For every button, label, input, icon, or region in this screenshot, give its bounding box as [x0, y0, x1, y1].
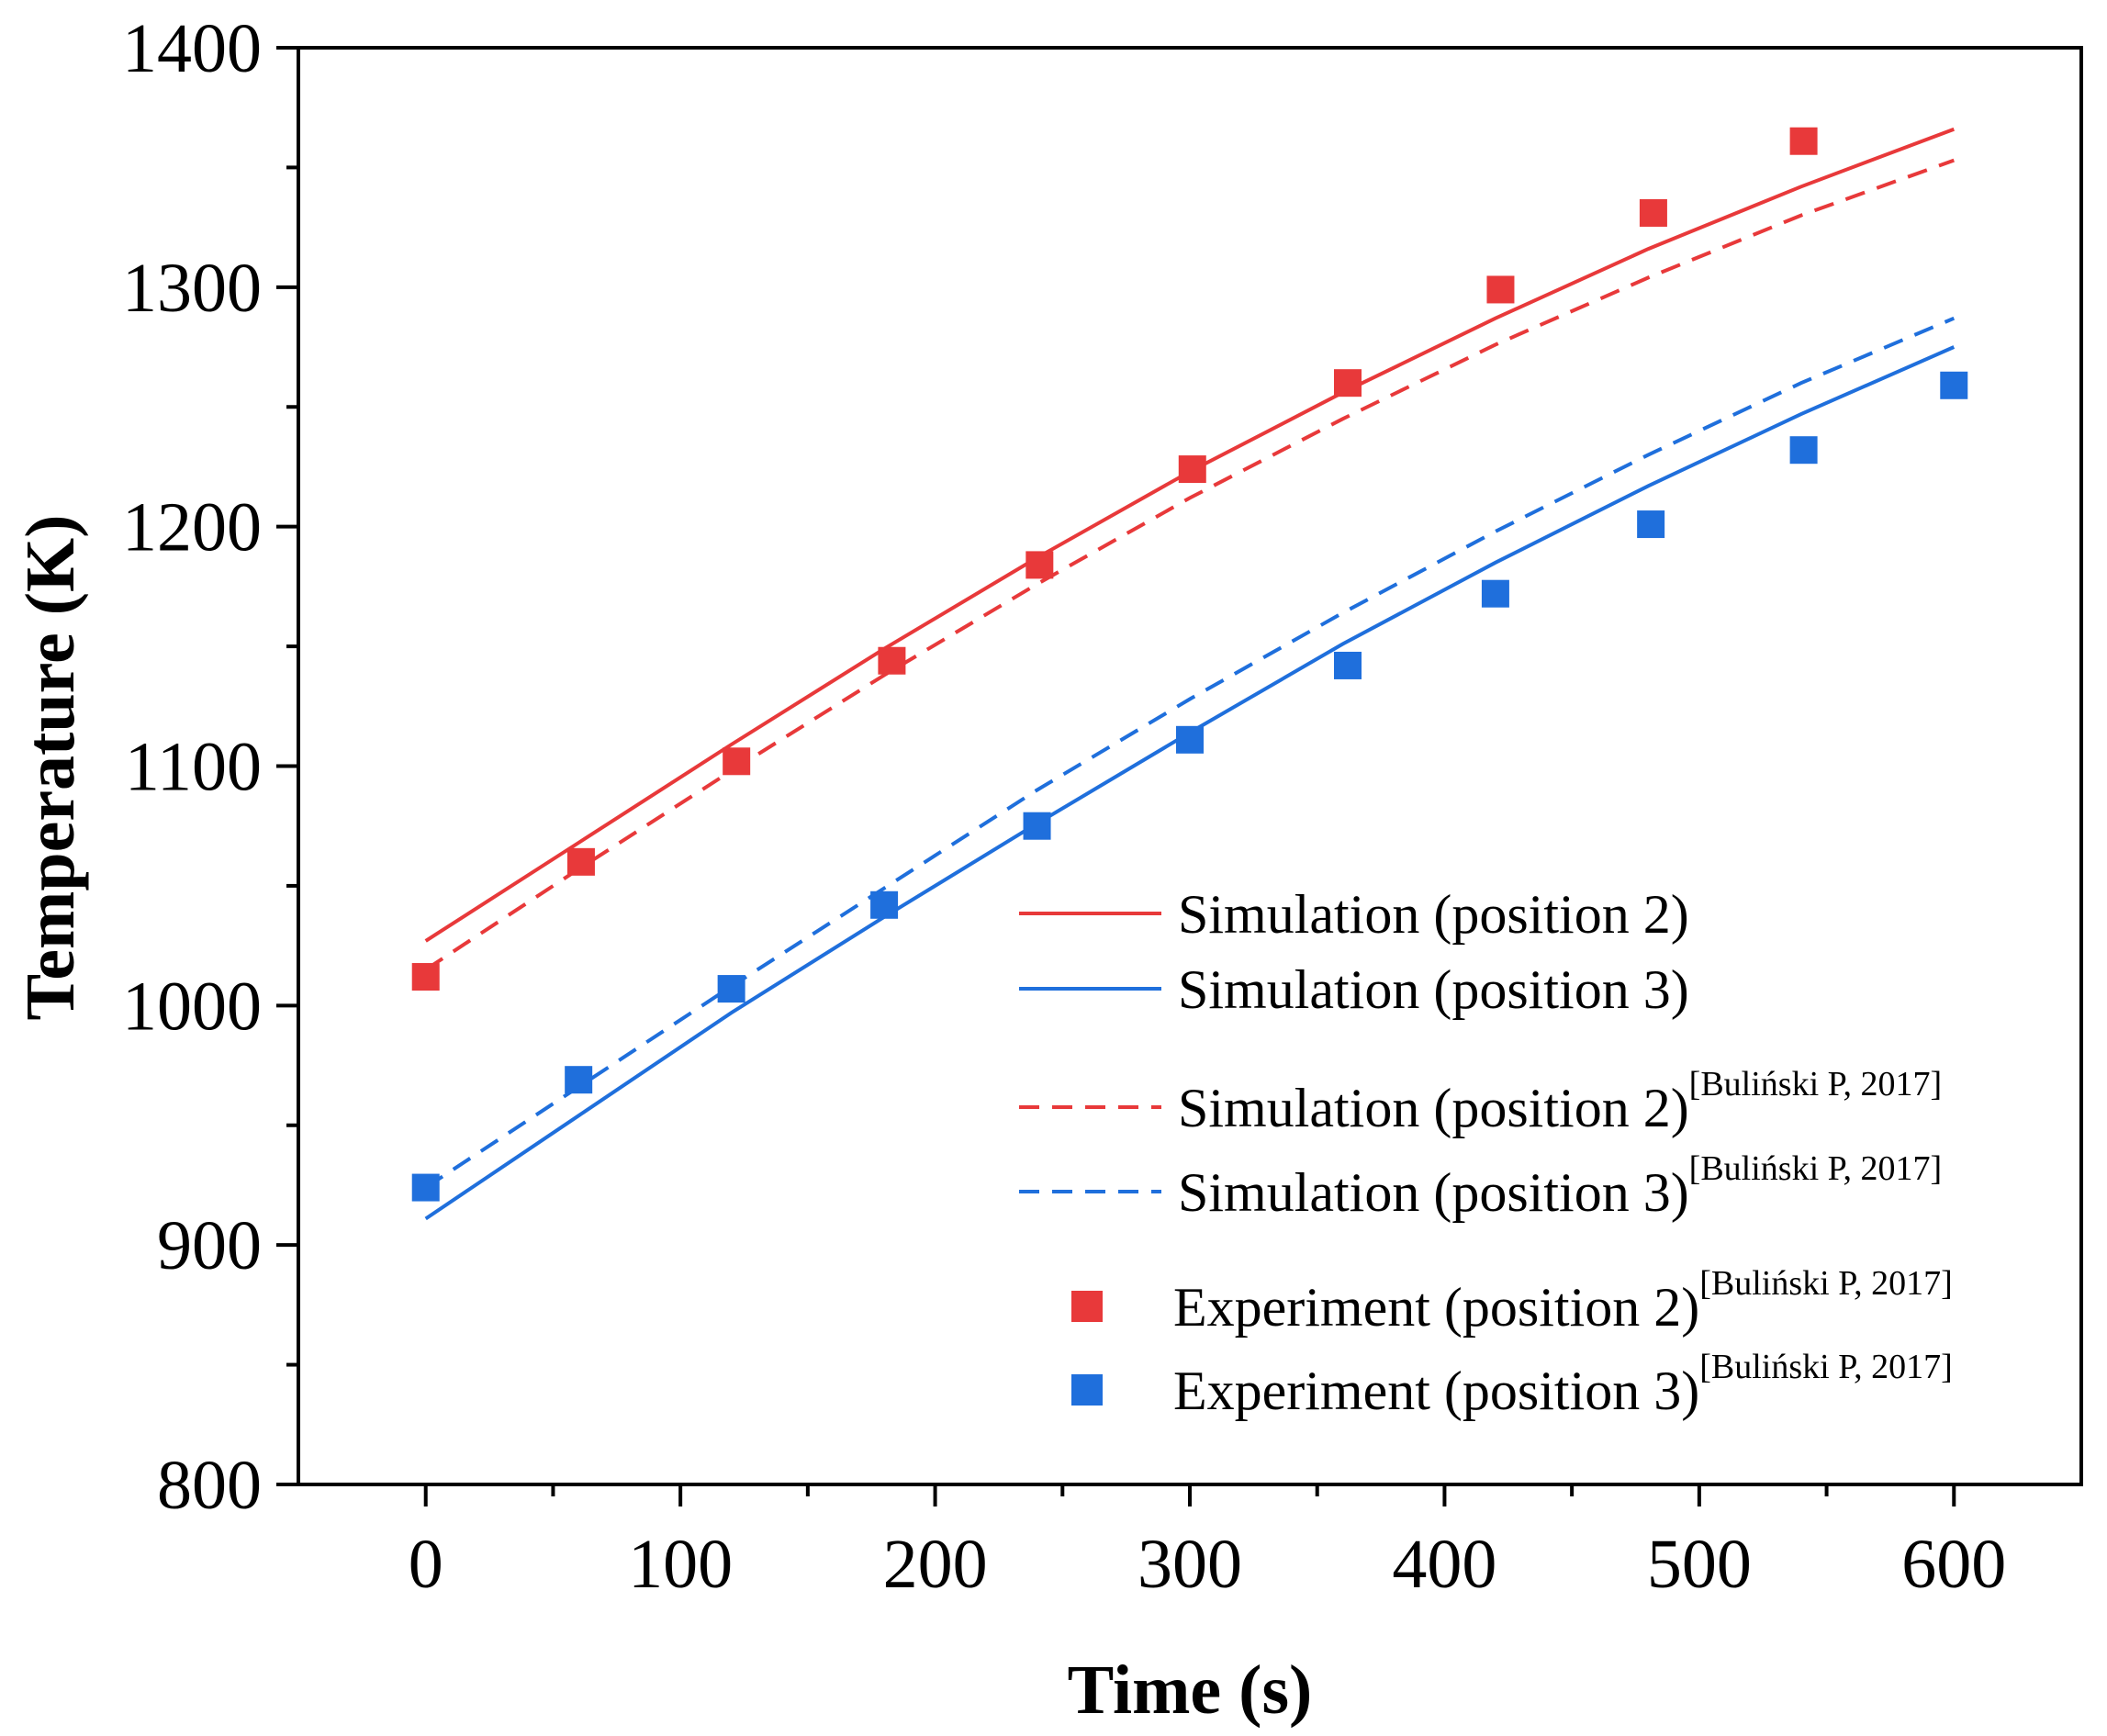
legend-label-0: Simulation (position 2)	[1178, 884, 1689, 945]
data-point-series-5-2	[717, 975, 745, 1003]
x-tick-label-400: 400	[1392, 1526, 1496, 1603]
x-tick-label-200: 200	[883, 1526, 988, 1603]
legend-label-2: Simulation (position 2)[Buliński P, 2017…	[1178, 1065, 1942, 1138]
y-tick-label-1200: 1200	[122, 489, 262, 566]
data-point-series-4-7	[1486, 275, 1515, 304]
y-tick-label-1100: 1100	[125, 729, 262, 806]
legend-label-text-5: Experiment (position 3)	[1173, 1361, 1699, 1421]
legend-label-text-4: Experiment (position 2)	[1173, 1277, 1699, 1338]
y-tick-label-1000: 1000	[122, 968, 262, 1045]
data-point-series-4-8	[1639, 198, 1667, 227]
data-point-series-5-6	[1334, 651, 1362, 679]
legend: Simulation (position 2)Simulation (posit…	[1019, 884, 1953, 1421]
legend-label-citation-3: [Buliński P, 2017]	[1689, 1149, 1943, 1188]
y-tick-label-900: 900	[157, 1207, 262, 1284]
data-point-series-4-3	[878, 646, 906, 675]
data-point-series-4-9	[1789, 127, 1818, 155]
legend-label-citation-2: [Buliński P, 2017]	[1689, 1065, 1943, 1103]
data-point-series-4-0	[411, 963, 440, 991]
legend-marker-4	[1071, 1291, 1103, 1322]
data-point-series-5-10	[1940, 371, 1968, 399]
data-point-series-5-7	[1481, 579, 1509, 608]
y-axis-title: Temperature (K)	[12, 515, 89, 1021]
legend-label-citation-5: [Buliński P, 2017]	[1699, 1348, 1953, 1386]
axes: 0 100 200 300 400 500 600 800 900 1000 1100 1200 130…	[122, 10, 2083, 1603]
legend-label-text-2: Simulation (position 2)	[1178, 1078, 1689, 1138]
legend-label-4: Experiment (position 2)[Buliński P, 2017…	[1173, 1264, 1953, 1338]
legend-marker-5	[1071, 1374, 1103, 1406]
x-tick-label-0: 0	[409, 1526, 443, 1603]
data-point-series-4-2	[723, 747, 751, 776]
legend-label-text-3: Simulation (position 3)	[1178, 1162, 1689, 1223]
data-point-series-5-4	[1023, 812, 1051, 840]
x-tick-label-300: 300	[1138, 1526, 1242, 1603]
legend-label-text-1: Simulation (position 3)	[1178, 959, 1689, 1020]
x-tick-label-100: 100	[628, 1526, 733, 1603]
data-point-series-5-5	[1176, 725, 1204, 754]
y-tick-label-1400: 1400	[122, 10, 262, 87]
legend-label-1: Simulation (position 3)	[1178, 959, 1689, 1020]
x-tick-label-600: 600	[1901, 1526, 2006, 1603]
data-point-series-5-8	[1637, 510, 1665, 539]
data-point-series-4-6	[1334, 369, 1362, 398]
data-point-series-4-5	[1178, 455, 1206, 484]
series-line-3	[424, 316, 1956, 1190]
legend-label-citation-4: [Buliński P, 2017]	[1699, 1264, 1953, 1303]
legend-label-text-0: Simulation (position 2)	[1178, 884, 1689, 945]
data-point-series-5-0	[411, 1173, 440, 1202]
plot-area	[411, 127, 1968, 1221]
data-point-series-4-4	[1025, 551, 1054, 579]
y-tick-label-800: 800	[157, 1447, 262, 1524]
y-tick-label-1300: 1300	[122, 250, 262, 327]
data-point-series-5-9	[1789, 436, 1818, 465]
x-tick-label-500: 500	[1647, 1526, 1752, 1603]
x-axis-title: Time (s)	[1068, 1652, 1313, 1729]
legend-label-3: Simulation (position 3)[Buliński P, 2017…	[1178, 1149, 1942, 1223]
series-line-2	[424, 158, 1955, 971]
data-point-series-4-1	[566, 847, 595, 876]
data-point-series-5-3	[870, 890, 899, 919]
legend-label-5: Experiment (position 3)[Buliński P, 2017…	[1173, 1348, 1953, 1421]
data-point-series-5-1	[565, 1066, 593, 1094]
